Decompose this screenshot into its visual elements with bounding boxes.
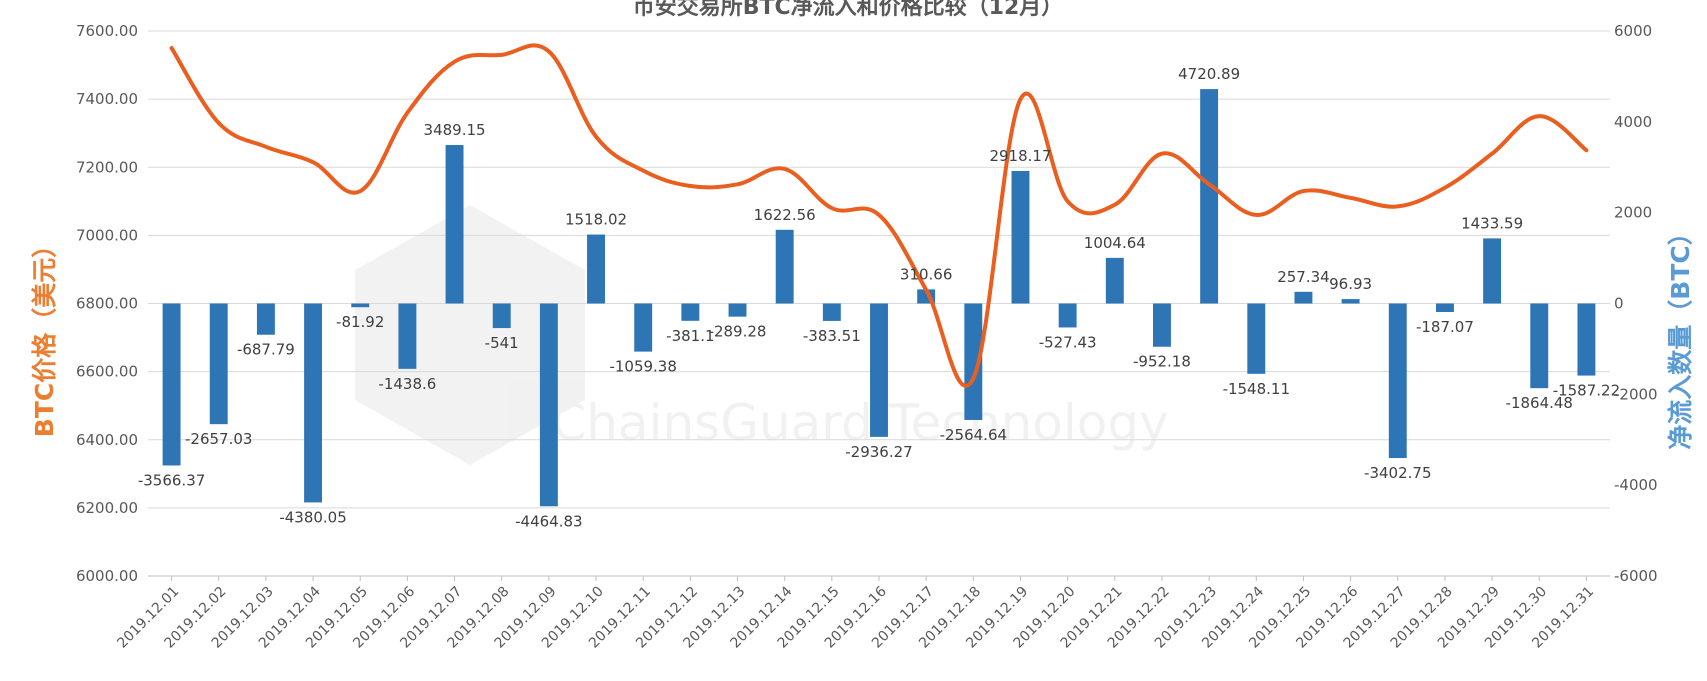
bar [728, 303, 747, 317]
bar-data-label: -4380.05 [279, 508, 346, 526]
bar [1153, 303, 1171, 347]
bar-data-label: -81.92 [336, 313, 384, 331]
bar [634, 303, 653, 352]
bar-data-label: -527.43 [1039, 333, 1097, 351]
bar [162, 303, 181, 466]
bar-data-label: -289.28 [709, 323, 767, 341]
bar [256, 303, 275, 335]
bar [1105, 257, 1124, 304]
y-left-tick-label: 7400.00 [76, 90, 138, 108]
y-right-tick-label: 0 [1614, 295, 1624, 313]
watermark-logo-icon [355, 205, 585, 465]
y-left-tick-label: 7000.00 [76, 226, 138, 244]
bar [1247, 303, 1266, 374]
bar [1011, 170, 1030, 304]
chart-title: 币安交易所BTC净流入和价格比较（12月） [633, 0, 1064, 20]
y-axis-left-label: BTC价格（美元） [30, 233, 59, 437]
bar-data-label: -541 [485, 334, 519, 352]
bar [1294, 291, 1313, 304]
bar [870, 303, 888, 437]
bar-data-label: 310.66 [900, 265, 953, 283]
y-left-tick-label: 6400.00 [76, 431, 138, 449]
bar-data-label: -187.07 [1416, 318, 1474, 336]
right-axis-ticks: -6000 -4000 -2000 0 2000 4000 6000 [1614, 22, 1658, 585]
bar-data-label: 257.34 [1277, 268, 1330, 286]
bar [492, 303, 511, 329]
y-left-tick-label: 6800.00 [76, 295, 138, 313]
y-left-tick-label: 7200.00 [76, 158, 138, 176]
bar [351, 303, 370, 308]
y-left-tick-label: 6200.00 [76, 499, 138, 517]
bar [1341, 299, 1360, 304]
bar-data-label: -1438.6 [378, 375, 436, 393]
price-line [169, 43, 1589, 388]
bar [539, 303, 558, 507]
bar [209, 303, 228, 425]
bar-data-label: -1587.22 [1553, 382, 1620, 400]
bar-data-label: 96.93 [1329, 275, 1372, 293]
y-left-tick-label: 7600.00 [76, 22, 138, 40]
bar [1577, 303, 1596, 376]
watermark-text: ChainsGuard Technology [551, 394, 1168, 452]
bar-data-label: -4464.83 [515, 512, 582, 530]
bar [681, 303, 700, 321]
bar-data-label: 2918.17 [989, 147, 1051, 165]
bar-data-label: -2564.64 [940, 426, 1007, 444]
bar [1388, 303, 1407, 459]
y-right-tick-label: -2000 [1614, 385, 1658, 403]
bar [304, 303, 323, 503]
y-left-tick-label: 6600.00 [76, 363, 138, 381]
bar [1435, 303, 1454, 312]
bar [1200, 89, 1219, 304]
bar-data-label: -952.18 [1133, 353, 1191, 371]
bar-data-label: -687.79 [237, 341, 295, 359]
bar [775, 229, 794, 304]
bar-series [162, 89, 1596, 507]
bar [445, 145, 464, 304]
y-right-tick-label: 2000 [1614, 204, 1652, 222]
y-right-tick-label: 6000 [1614, 22, 1652, 40]
bar-data-label: 1004.64 [1084, 234, 1146, 252]
bar [1058, 303, 1077, 328]
bar [1530, 303, 1549, 389]
bar [822, 303, 841, 321]
x-axis-ticks: 2019.12.012019.12.022019.12.032019.12.04… [114, 576, 1597, 652]
bar [1483, 238, 1502, 304]
line-series [169, 43, 1589, 388]
y-right-tick-label: -4000 [1614, 476, 1658, 494]
bar-data-label: 4720.89 [1178, 65, 1240, 83]
bar [587, 234, 605, 304]
bar-data-label: -1548.11 [1223, 380, 1290, 398]
bar-data-label: -1059.38 [609, 358, 676, 376]
left-axis-ticks: 6000.00 6200.00 6400.00 6600.00 6800.00 7000.… [76, 22, 138, 585]
bar-data-label: -2657.03 [185, 430, 252, 448]
bar-data-label: 3489.15 [424, 121, 486, 139]
y-axis-right-label: 净流入数量（BTC） [1666, 220, 1695, 449]
bar [398, 303, 417, 369]
bar-data-labels: -3566.37 -2657.03 -687.79 -4380.05 -81.92 -14… [138, 65, 1620, 530]
y-right-tick-label: -6000 [1614, 567, 1658, 585]
bar-data-label: -383.51 [803, 327, 861, 345]
bar-data-label: -3402.75 [1364, 464, 1431, 482]
watermark: ChainsGuard Technology [355, 205, 1169, 465]
y-right-tick-label: 4000 [1614, 113, 1652, 131]
bar-data-label: 1518.02 [565, 211, 627, 229]
bar [964, 303, 983, 420]
bar-data-label: -381.1 [666, 327, 714, 345]
bar-data-label: 1433.59 [1461, 214, 1523, 232]
bar-data-label: 1622.56 [754, 206, 816, 224]
y-left-tick-label: 6000.00 [76, 567, 138, 585]
bar-data-label: -2936.27 [845, 443, 912, 461]
bar-data-label: -1864.48 [1506, 394, 1573, 412]
bar-data-label: -3566.37 [138, 471, 205, 489]
